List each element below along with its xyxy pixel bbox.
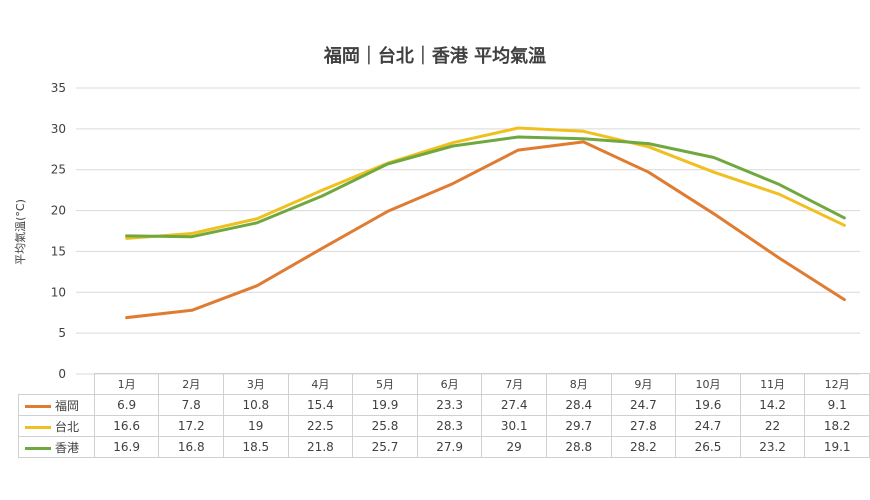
table-cell: 18.5 — [223, 436, 289, 458]
table-cell: 27.9 — [416, 436, 483, 458]
month-header: 2月 — [158, 373, 225, 395]
table-cell: 28.8 — [545, 436, 612, 458]
y-tick-label: 15 — [51, 244, 66, 258]
table-row: 香港 16.9 16.8 18.5 21.8 25.7 27.9 29 28.8 28.2 26.5… — [18, 436, 870, 458]
table-cell: 25.7 — [352, 436, 418, 458]
y-tick-label: 25 — [51, 163, 66, 177]
table-cell: 15.4 — [287, 394, 354, 416]
month-header: 8月 — [545, 373, 612, 395]
table-cell: 16.6 — [93, 415, 160, 437]
month-header: 4月 — [287, 373, 354, 395]
series-name: 福岡 — [55, 398, 80, 413]
table-cell: 19 — [223, 415, 289, 437]
table-cell: 24.7 — [675, 415, 741, 437]
month-header: 9月 — [610, 373, 677, 395]
table-cell: 23.2 — [739, 436, 806, 458]
table-cell: 9.1 — [804, 394, 870, 416]
y-tick-label: 10 — [51, 285, 66, 299]
table-cell: 17.2 — [158, 415, 225, 437]
table-cell: 18.2 — [804, 415, 870, 437]
table-cell: 27.4 — [481, 394, 547, 416]
month-header: 5月 — [352, 373, 418, 395]
chart-title: 福岡｜台北｜香港 平均氣溫 — [323, 46, 547, 67]
month-header: 12月 — [804, 373, 870, 395]
table-cell: 16.8 — [158, 436, 225, 458]
data-table: 1月 2月 3月 4月 5月 6月 7月 8月 9月 10月 11月 12月 福岡 6.9 7.8 10.8… — [18, 373, 870, 458]
month-header-row: 1月 2月 3月 4月 5月 6月 7月 8月 9月 10月 11月 12月 — [18, 373, 870, 395]
month-header: 3月 — [223, 373, 289, 395]
table-cell: 16.9 — [93, 436, 160, 458]
series-line-1 — [125, 126, 846, 240]
table-corner — [18, 373, 95, 395]
legend-swatch — [25, 404, 51, 408]
table-cell: 28.2 — [610, 436, 677, 458]
month-header: 6月 — [416, 373, 483, 395]
table-cell: 19.1 — [804, 436, 870, 458]
y-tick-label: 30 — [51, 122, 66, 136]
table-cell: 6.9 — [93, 394, 160, 416]
table-cell: 29.7 — [545, 415, 612, 437]
legend-swatch — [25, 446, 51, 450]
table-cell: 19.6 — [675, 394, 741, 416]
series-line-2 — [125, 135, 846, 239]
table-cell: 19.9 — [352, 394, 418, 416]
y-tick-label: 35 — [51, 81, 66, 95]
month-header: 11月 — [739, 373, 806, 395]
table-cell: 21.8 — [287, 436, 354, 458]
table-cell: 28.4 — [545, 394, 612, 416]
table-row: 台北 16.6 17.2 19 22.5 25.8 28.3 30.1 29.7 27.8 24.7… — [18, 415, 870, 437]
series-legend: 福岡 — [18, 394, 95, 416]
table-cell: 22 — [739, 415, 806, 437]
table-cell: 14.2 — [739, 394, 806, 416]
table-cell: 27.8 — [610, 415, 677, 437]
table-cell: 22.5 — [287, 415, 354, 437]
series-line-0 — [125, 140, 846, 320]
gridlines — [76, 87, 860, 375]
month-header: 1月 — [93, 373, 160, 395]
table-cell: 23.3 — [416, 394, 483, 416]
series-name: 香港 — [55, 440, 80, 455]
table-row: 福岡 6.9 7.8 10.8 15.4 19.9 23.3 27.4 28.4 24.7 19.6… — [18, 394, 870, 416]
series-name: 台北 — [55, 419, 80, 434]
table-cell: 10.8 — [223, 394, 289, 416]
series-lines — [125, 126, 846, 320]
table-cell: 7.8 — [158, 394, 225, 416]
month-header: 7月 — [481, 373, 547, 395]
table-cell: 28.3 — [416, 415, 483, 437]
table-cell: 26.5 — [675, 436, 741, 458]
y-tick-label: 20 — [51, 204, 66, 218]
table-cell: 29 — [481, 436, 547, 458]
series-legend: 香港 — [18, 436, 95, 458]
series-legend: 台北 — [18, 415, 95, 437]
table-cell: 30.1 — [481, 415, 547, 437]
legend-swatch — [25, 425, 51, 429]
month-header: 10月 — [675, 373, 741, 395]
y-tick-label: 5 — [58, 326, 66, 340]
table-cell: 25.8 — [352, 415, 418, 437]
table-cell: 24.7 — [610, 394, 677, 416]
